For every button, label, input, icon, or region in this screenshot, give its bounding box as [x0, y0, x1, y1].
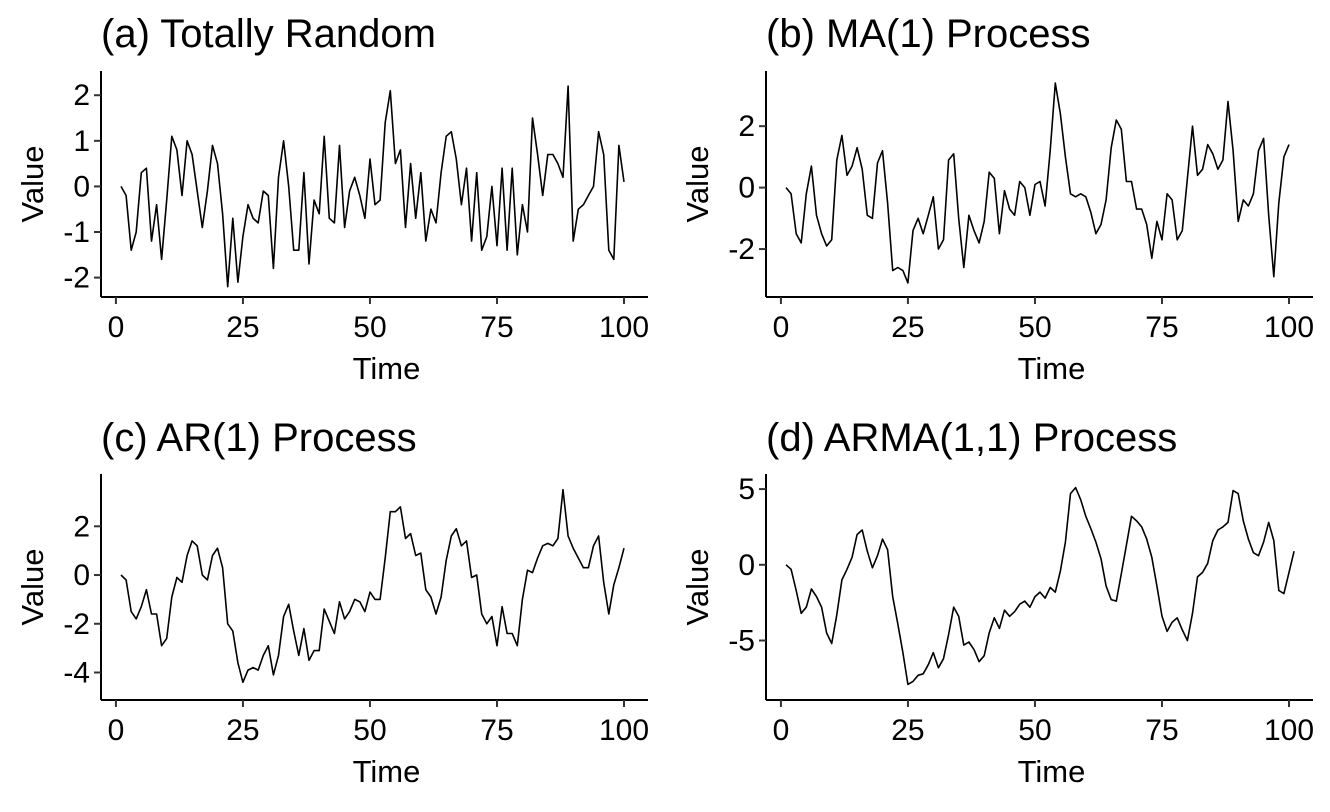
y-tick-label: 2 — [73, 79, 90, 112]
x-axis-label: Time — [353, 754, 421, 789]
y-tick-label: 5 — [738, 473, 755, 506]
y-axis-label: Value — [680, 549, 715, 626]
x-tick-label: 100 — [599, 714, 649, 747]
series-line — [785, 486, 1295, 686]
y-tick-label: -2 — [728, 233, 755, 266]
y-tick-label: 2 — [73, 510, 90, 543]
y-tick-label: -4 — [63, 657, 90, 690]
y-axis-label: Value — [15, 146, 50, 223]
x-tick-label: 75 — [1145, 311, 1178, 344]
y-tick-label: 0 — [73, 170, 90, 203]
x-axis-label: Time — [353, 351, 421, 386]
panel-1: (b) MA(1) Process 0 25 50 75 100 -2 0 2 Time Value — [680, 12, 1314, 386]
x-tick-label: 25 — [891, 311, 924, 344]
y-tick-label: 0 — [73, 559, 90, 592]
y-axis-label: Value — [680, 146, 715, 223]
x-tick-label: 0 — [773, 311, 790, 344]
y-tick-label: -5 — [728, 625, 755, 658]
panel-0: (a) Totally Random 0 25 50 75 100 -2 -1 0 1 2 Time V… — [15, 12, 649, 386]
x-tick-label: 75 — [480, 311, 513, 344]
y-tick-label: 0 — [738, 172, 755, 205]
x-axis-label: Time — [1018, 754, 1086, 789]
x-tick-label: 0 — [108, 714, 125, 747]
series-line — [120, 85, 625, 288]
x-tick-label: 0 — [773, 714, 790, 747]
x-tick-label: 100 — [1264, 714, 1314, 747]
y-tick-label: 0 — [738, 549, 755, 582]
y-tick-label: -2 — [63, 608, 90, 641]
chart-title: (a) Totally Random — [101, 12, 436, 56]
x-tick-label: 25 — [226, 311, 259, 344]
y-tick-label: 1 — [73, 125, 90, 158]
x-tick-label: 100 — [1264, 311, 1314, 344]
y-tick-label: 2 — [738, 110, 755, 143]
y-tick-label: -2 — [63, 262, 90, 295]
x-tick-label: 50 — [353, 714, 386, 747]
y-tick-label: -1 — [63, 216, 90, 249]
panel-2: (c) AR(1) Process 0 25 50 75 100 -4 -2 0 2 Time Val… — [15, 416, 649, 789]
x-tick-label: 75 — [1145, 714, 1178, 747]
chart-title: (d) ARMA(1,1) Process — [766, 416, 1177, 460]
series-line — [785, 82, 1290, 284]
x-tick-label: 75 — [480, 714, 513, 747]
x-tick-label: 50 — [353, 311, 386, 344]
chart-title: (b) MA(1) Process — [766, 12, 1091, 56]
x-tick-label: 50 — [1018, 311, 1051, 344]
x-tick-label: 0 — [108, 311, 125, 344]
chart-title: (c) AR(1) Process — [101, 416, 417, 460]
series-line — [120, 488, 625, 684]
x-tick-label: 100 — [599, 311, 649, 344]
panel-3: (d) ARMA(1,1) Process 0 25 50 75 100 -5 0 5 Time V… — [680, 416, 1314, 789]
x-tick-label: 25 — [891, 714, 924, 747]
x-axis-label: Time — [1018, 351, 1086, 386]
x-tick-label: 25 — [226, 714, 259, 747]
y-axis-label: Value — [15, 549, 50, 626]
x-tick-label: 50 — [1018, 714, 1051, 747]
